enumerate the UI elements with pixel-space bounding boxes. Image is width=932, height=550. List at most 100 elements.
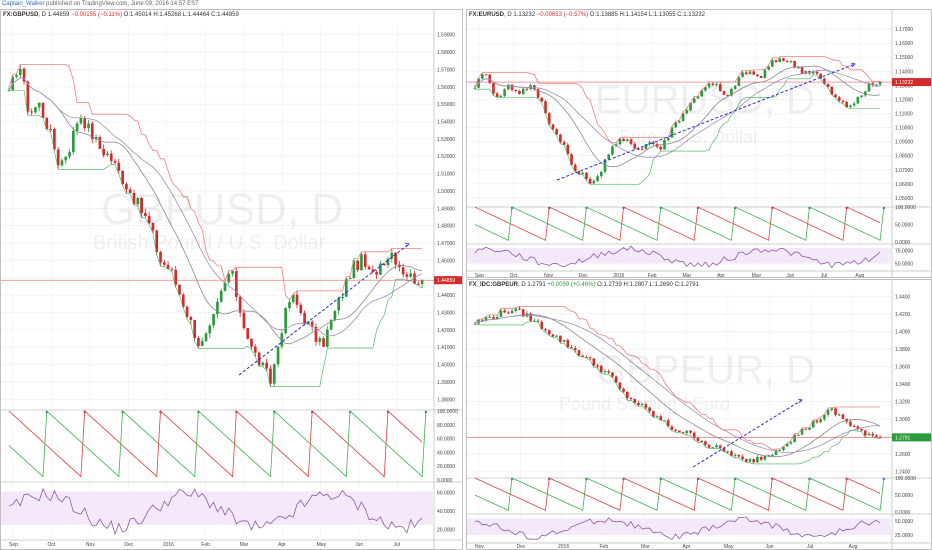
- price-tick-label: 1.3200: [895, 400, 911, 406]
- candle: [121, 170, 124, 185]
- candle: [744, 72, 748, 75]
- candle: [823, 414, 826, 420]
- candle: [637, 402, 640, 405]
- candle: [596, 176, 599, 181]
- price-tag-box: [434, 276, 462, 285]
- candle: [68, 152, 71, 157]
- candle: [200, 341, 204, 346]
- chart-canvas[interactable]: 1.59000 1.58000 1.57000 1.56000 1.55000 1.540…: [1, 10, 463, 550]
- candle: [518, 308, 521, 310]
- time-tick-label: Sep: [475, 273, 484, 278]
- time-tick-label: Apr: [683, 544, 691, 550]
- candle: [811, 420, 815, 428]
- candle: [663, 140, 666, 150]
- candle: [800, 67, 804, 74]
- candle: [670, 127, 674, 138]
- open-value: 1.45014: [130, 12, 152, 18]
- chart-canvas[interactable]: 1.4400 1.4200 1.4000 1.3800 1.3600 1.3400 1.32…: [467, 280, 932, 550]
- candle: [45, 117, 49, 130]
- candle: [592, 180, 596, 184]
- candle: [849, 421, 852, 426]
- candle: [503, 310, 506, 313]
- candle: [797, 67, 800, 69]
- candle: [322, 338, 325, 347]
- candle: [510, 84, 514, 90]
- candle: [151, 222, 155, 231]
- candle: [815, 71, 819, 74]
- candle: [685, 110, 689, 114]
- watermark-symbol: GBPEUR, D: [595, 348, 816, 392]
- high-value: 1.45268: [159, 12, 182, 18]
- chart-panel-eurusd[interactable]: FX:EURUSD, D 1.13232 −0.00653 (−0.57%) O…: [466, 9, 932, 278]
- candle: [189, 317, 193, 321]
- price-tick-label: 1.46000: [437, 258, 455, 264]
- price-tick-label: 1.52000: [437, 154, 455, 160]
- time-tick-label: Mar: [683, 273, 692, 278]
- candle: [618, 138, 622, 145]
- candle: [227, 273, 231, 283]
- time-tick-label: Apr: [278, 542, 286, 548]
- candle: [689, 430, 692, 433]
- price-tag-label: 1.13232: [895, 80, 913, 86]
- candle: [852, 425, 856, 427]
- low-value: 1.13055: [653, 12, 676, 18]
- candle: [386, 258, 390, 265]
- candle: [344, 278, 348, 297]
- candle: [484, 74, 488, 76]
- price-tick-label: 1.4400: [895, 294, 911, 300]
- chart-panel-gbpusd[interactable]: FX:GBPUSD, D 1.44859 −0.00155 (−0.11%) O…: [0, 9, 463, 550]
- candle: [834, 94, 837, 98]
- candle: [771, 455, 774, 457]
- symbol-name[interactable]: FX:EURUSD: [469, 12, 505, 18]
- rsi-tick-label: 25.0000: [895, 533, 913, 539]
- candle: [155, 230, 159, 252]
- candle: [352, 260, 356, 279]
- candle: [678, 430, 681, 433]
- candle: [559, 335, 562, 342]
- candle: [473, 323, 477, 325]
- candle: [197, 338, 200, 346]
- price-tick-label: 1.44000: [437, 293, 455, 299]
- candle: [314, 326, 318, 342]
- candle: [767, 66, 770, 70]
- candle: [265, 362, 269, 369]
- candle: [611, 372, 614, 377]
- symbol-name[interactable]: FX_IDC:GBPEUR: [469, 282, 519, 288]
- time-tick-label: 2016: [613, 273, 624, 278]
- candle: [64, 156, 68, 161]
- channel-lower-line: [474, 321, 881, 465]
- symbol-name[interactable]: FX:GBPUSD: [3, 12, 39, 18]
- candle: [193, 320, 196, 339]
- candle: [863, 430, 867, 436]
- candle: [577, 171, 581, 174]
- chart-panel-gbpeur[interactable]: FX_IDC:GBPEUR, D 1.2791 +0.0059 (+0.46%)…: [466, 279, 932, 550]
- candle: [748, 459, 752, 462]
- candle: [592, 358, 596, 366]
- candle: [49, 129, 52, 131]
- candle: [261, 362, 265, 366]
- candle: [577, 350, 581, 356]
- rsi-line: [474, 516, 881, 541]
- candle: [797, 434, 800, 436]
- oscillator-tick-label: 0.0000: [437, 478, 453, 484]
- candle: [581, 355, 584, 357]
- candle: [178, 284, 181, 295]
- author-link[interactable]: Captain_Walker: [2, 1, 45, 7]
- candle: [555, 335, 558, 337]
- candle: [555, 129, 558, 135]
- oscillator-down-line: [474, 206, 881, 241]
- candle: [737, 454, 741, 457]
- candle: [409, 273, 413, 277]
- candle: [644, 404, 648, 408]
- price-tick-label: 1.47000: [437, 241, 455, 247]
- candle: [79, 118, 83, 124]
- price-tick-label: 1.17000: [895, 27, 913, 33]
- last-price: 1.2791: [527, 282, 546, 288]
- chart-canvas[interactable]: 1.17000 1.16000 1.15000 1.14000 1.13000 1.120…: [467, 10, 932, 278]
- candle: [525, 88, 529, 90]
- candle: [510, 310, 514, 314]
- candle: [834, 408, 837, 415]
- candle: [804, 71, 808, 74]
- time-tick-label: Oct: [47, 542, 55, 548]
- candle: [726, 94, 729, 96]
